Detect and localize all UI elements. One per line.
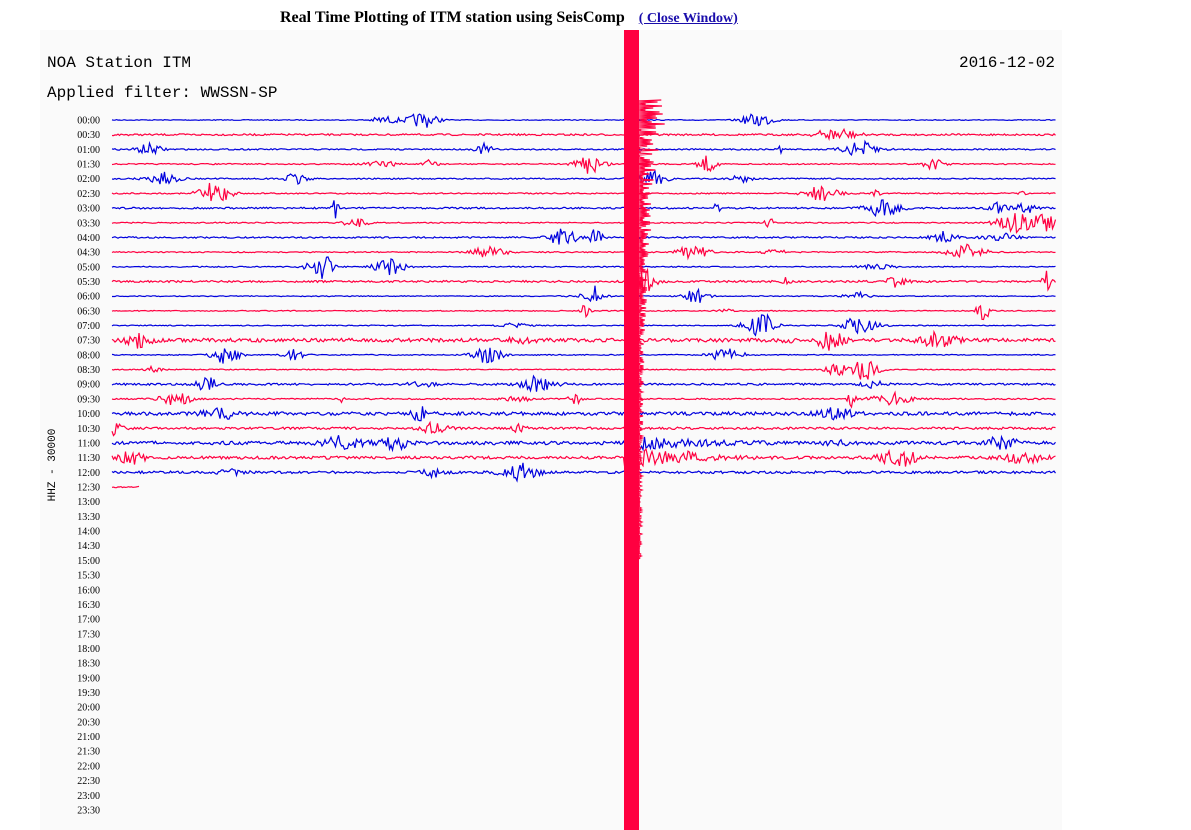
time-label: 03:00 [77,204,100,215]
seismic-trace [111,329,1056,351]
time-label: 09:00 [77,380,100,391]
seismic-trace [111,446,1056,472]
seismic-trace [111,155,1056,174]
time-label: 14:30 [77,541,100,552]
time-label: 21:00 [77,732,100,743]
time-label: 08:00 [77,350,100,361]
time-label: 13:30 [77,512,100,523]
time-label: 16:30 [77,600,100,611]
time-label: 08:30 [77,365,100,376]
time-label: 09:30 [77,394,100,405]
filter-label: Applied filter: WWSSN-SP [47,84,277,102]
seismic-trace [111,374,1056,393]
time-label: 15:30 [77,571,100,582]
time-label: 22:00 [77,761,100,772]
time-label: 10:30 [77,424,100,435]
time-label: 23:30 [77,805,100,816]
time-label: 18:30 [77,659,100,670]
seismic-trace [111,313,1056,337]
seismic-trace [112,285,1056,303]
time-label: 04:00 [77,233,100,244]
time-label: 03:30 [77,218,100,229]
seismic-trace [111,304,1056,321]
time-label: 20:30 [77,717,100,728]
time-label: 12:30 [77,483,100,494]
time-label: 17:30 [77,629,100,640]
time-label: 15:00 [77,556,100,567]
time-label: 07:00 [77,321,100,332]
station-name: NOA Station ITM [47,54,191,72]
time-label: 05:30 [77,277,100,288]
seismic-trace [111,256,1056,279]
time-label: 07:30 [77,336,100,347]
time-label: 01:30 [77,160,100,171]
seismic-trace [111,485,140,489]
time-label: 11:00 [78,438,100,449]
time-label: 14:00 [77,527,100,538]
seismic-trace [111,406,1056,422]
earthquake-band [624,30,639,830]
seismic-trace [111,182,1056,202]
seismic-trace [111,243,1056,261]
close-window-link[interactable]: ( Close Window) [638,11,738,26]
time-label: 06:30 [77,306,100,317]
time-label: 22:30 [77,776,100,787]
time-label: 06:00 [77,292,100,303]
time-label: 18:00 [77,644,100,655]
seismic-trace [111,139,1056,157]
seismic-trace [111,169,1056,185]
time-label: 00:30 [77,130,100,141]
page-title: Real Time Plotting of ITM station using … [280,9,625,26]
time-label: 05:00 [77,262,100,273]
time-label: 00:00 [77,116,100,127]
seismic-trace [111,434,1056,455]
time-label: 02:00 [77,174,100,185]
seismic-trace [111,420,1056,437]
time-label: 04:30 [77,248,100,259]
time-label: 12:00 [77,468,100,479]
seismic-trace [111,347,1056,364]
time-label: 23:00 [77,791,100,802]
header: Real Time Plotting of ITM station using … [280,9,738,27]
channel-label: HHZ - 30000 [47,429,59,502]
seismic-trace [111,360,1056,380]
seismic-trace [111,228,1056,245]
time-label: 19:30 [77,688,100,699]
seismic-trace [111,127,1056,141]
time-label: 21:30 [77,747,100,758]
seismic-trace [111,213,1057,234]
time-label: 01:00 [77,145,100,156]
seismic-trace [111,267,1056,294]
time-label: 10:00 [77,409,100,420]
seismic-trace [111,462,1056,483]
seismic-trace [111,199,1056,219]
time-label: 17:00 [77,615,100,626]
seismic-trace [111,113,1056,128]
plot-date: 2016-12-02 [959,54,1055,72]
time-label: 19:00 [77,673,100,684]
time-label: 13:00 [77,497,100,508]
time-label: 16:00 [77,585,100,596]
time-label: 20:00 [77,703,100,714]
time-label: 11:30 [78,453,100,464]
time-label: 02:30 [77,189,100,200]
earthquake-coda [636,99,665,560]
seismic-trace [111,390,1056,409]
